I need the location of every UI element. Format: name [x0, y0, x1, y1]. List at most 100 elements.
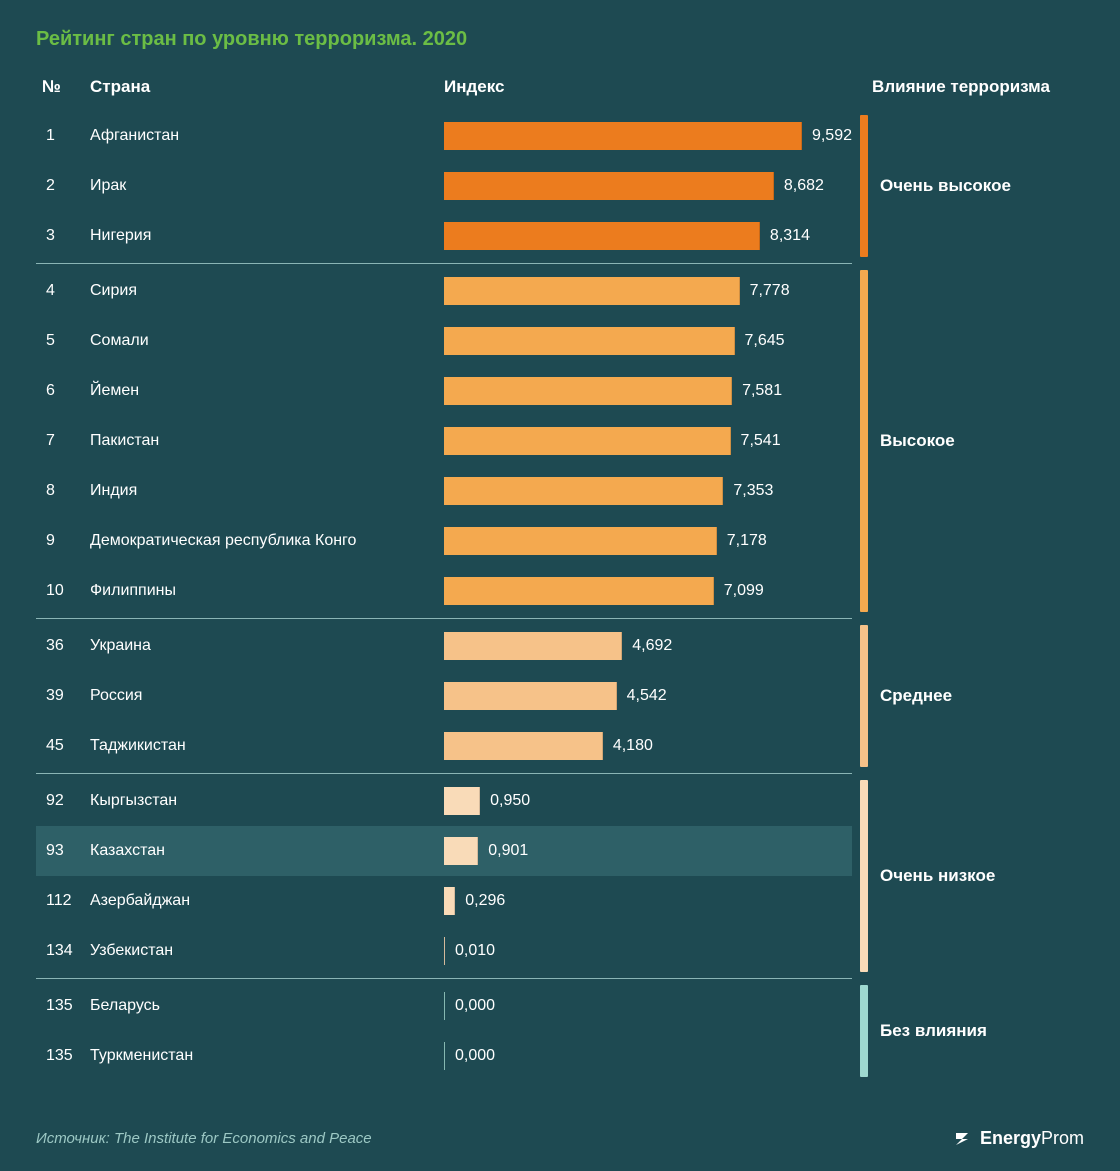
bar-cell: 0,000 [444, 1031, 852, 1081]
group-separator [36, 773, 852, 774]
bar-value: 0,010 [455, 942, 495, 960]
country-cell: Афганистан [90, 127, 444, 145]
table-row: 5Сомали 7,645 [36, 316, 852, 366]
bar [444, 427, 731, 455]
rank-cell: 6 [36, 382, 90, 400]
legend-block-medium: Среднее [860, 625, 952, 767]
bar-value: 4,542 [627, 687, 667, 705]
bar [444, 122, 802, 150]
header-influence: Влияние терроризма [852, 77, 1050, 97]
legend-label: Без влияния [880, 1021, 987, 1041]
table-row: 7Пакистан7,541 [36, 416, 852, 466]
bar-cell: 8,682 [444, 161, 852, 211]
bar [444, 837, 478, 865]
bar-value: 4,180 [613, 737, 653, 755]
table-row: 9Демократическая республика Конго7,178 [36, 516, 852, 566]
group-separator [36, 978, 852, 979]
header-rank: № [36, 77, 90, 97]
bar [444, 527, 717, 555]
legend-bar [860, 780, 868, 972]
table-row: 112Азербайджан0,296 [36, 876, 852, 926]
source-text: Источник: The Institute for Economics an… [36, 1130, 372, 1147]
brand-logo: EnergyProm [954, 1128, 1084, 1149]
footer: Источник: The Institute for Economics an… [36, 1128, 1084, 1149]
legend-label: Высокое [880, 431, 955, 451]
country-cell: Узбекистан [90, 942, 444, 960]
table-row: 39Россия4,542 [36, 671, 852, 721]
table-row: 93Казахстан0,901 [36, 826, 852, 876]
country-cell: Сомали [90, 332, 444, 350]
rank-cell: 36 [36, 637, 90, 655]
bar-cell: 8,314 [444, 211, 852, 261]
bar-value: 7,778 [750, 282, 790, 300]
brand-suffix: Prom [1041, 1128, 1084, 1149]
legend-block-high: Высокое [860, 270, 955, 612]
rank-cell: 135 [36, 1047, 90, 1065]
bar [444, 477, 723, 505]
rank-cell: 134 [36, 942, 90, 960]
table-row: 2Ирак 8,682 [36, 161, 852, 211]
bar-cell: 7,645 [444, 316, 852, 366]
legend-block-none: Без влияния [860, 985, 987, 1077]
rank-cell: 8 [36, 482, 90, 500]
table-row: 92Кыргызстан0,950 [36, 776, 852, 826]
group-separator [36, 618, 852, 619]
bar-value: 0,296 [465, 892, 505, 910]
country-cell: Украина [90, 637, 444, 655]
bar-value: 7,099 [724, 582, 764, 600]
rank-cell: 9 [36, 532, 90, 550]
bar-cell: 0,950 [444, 776, 852, 826]
bar-cell: 0,901 [444, 826, 852, 876]
rank-cell: 7 [36, 432, 90, 450]
bar-value: 7,353 [733, 482, 773, 500]
rank-cell: 5 [36, 332, 90, 350]
table-row: 45Таджикистан4,180 [36, 721, 852, 771]
bar-value: 0,000 [455, 997, 495, 1015]
bar-value: 7,581 [742, 382, 782, 400]
table-row: 10Филиппины7,099 [36, 566, 852, 616]
country-cell: Нигерия [90, 227, 444, 245]
chart-body: 1Афганистан9,5922Ирак8,6823Нигерия8,3144… [36, 111, 1084, 1114]
bar-value: 4,692 [632, 637, 672, 655]
bar [444, 222, 760, 250]
legend-label: Очень высокое [880, 176, 1011, 196]
country-cell: Таджикистан [90, 737, 444, 755]
table-row: 1Афганистан9,592 [36, 111, 852, 161]
brand-prefix: Energy [980, 1128, 1041, 1149]
bar-cell: 0,296 [444, 876, 852, 926]
bar-cell: 4,542 [444, 671, 852, 721]
country-cell: Пакистан [90, 432, 444, 450]
legend-bar [860, 270, 868, 612]
bar-cell: 4,180 [444, 721, 852, 771]
rank-cell: 135 [36, 997, 90, 1015]
bar [444, 1042, 445, 1070]
bar-value: 8,314 [770, 227, 810, 245]
bar-cell: 7,099 [444, 566, 852, 616]
bar-cell: 7,581 [444, 366, 852, 416]
country-cell: Демократическая республика Конго [90, 532, 444, 550]
legend-bar [860, 985, 868, 1077]
rank-cell: 93 [36, 842, 90, 860]
legend-bar [860, 115, 868, 257]
legend-label: Среднее [880, 686, 952, 706]
rank-cell: 3 [36, 227, 90, 245]
bar-cell: 7,353 [444, 466, 852, 516]
bar-value: 9,592 [812, 127, 852, 145]
bar [444, 172, 774, 200]
country-cell: Ирак [90, 177, 444, 195]
country-cell: Россия [90, 687, 444, 705]
country-cell: Туркменистан [90, 1047, 444, 1065]
rank-cell: 112 [36, 892, 90, 910]
rank-cell: 2 [36, 177, 90, 195]
bar-value: 0,000 [455, 1047, 495, 1065]
bar-value: 8,682 [784, 177, 824, 195]
country-cell: Филиппины [90, 582, 444, 600]
bar-value: 7,645 [745, 332, 785, 350]
infographic-container: Рейтинг стран по уровню терроризма. 2020… [0, 0, 1120, 1171]
country-cell: Йемен [90, 382, 444, 400]
bar-value: 0,901 [488, 842, 528, 860]
bar [444, 327, 735, 355]
bar [444, 937, 445, 965]
rank-cell: 92 [36, 792, 90, 810]
country-cell: Кыргызстан [90, 792, 444, 810]
